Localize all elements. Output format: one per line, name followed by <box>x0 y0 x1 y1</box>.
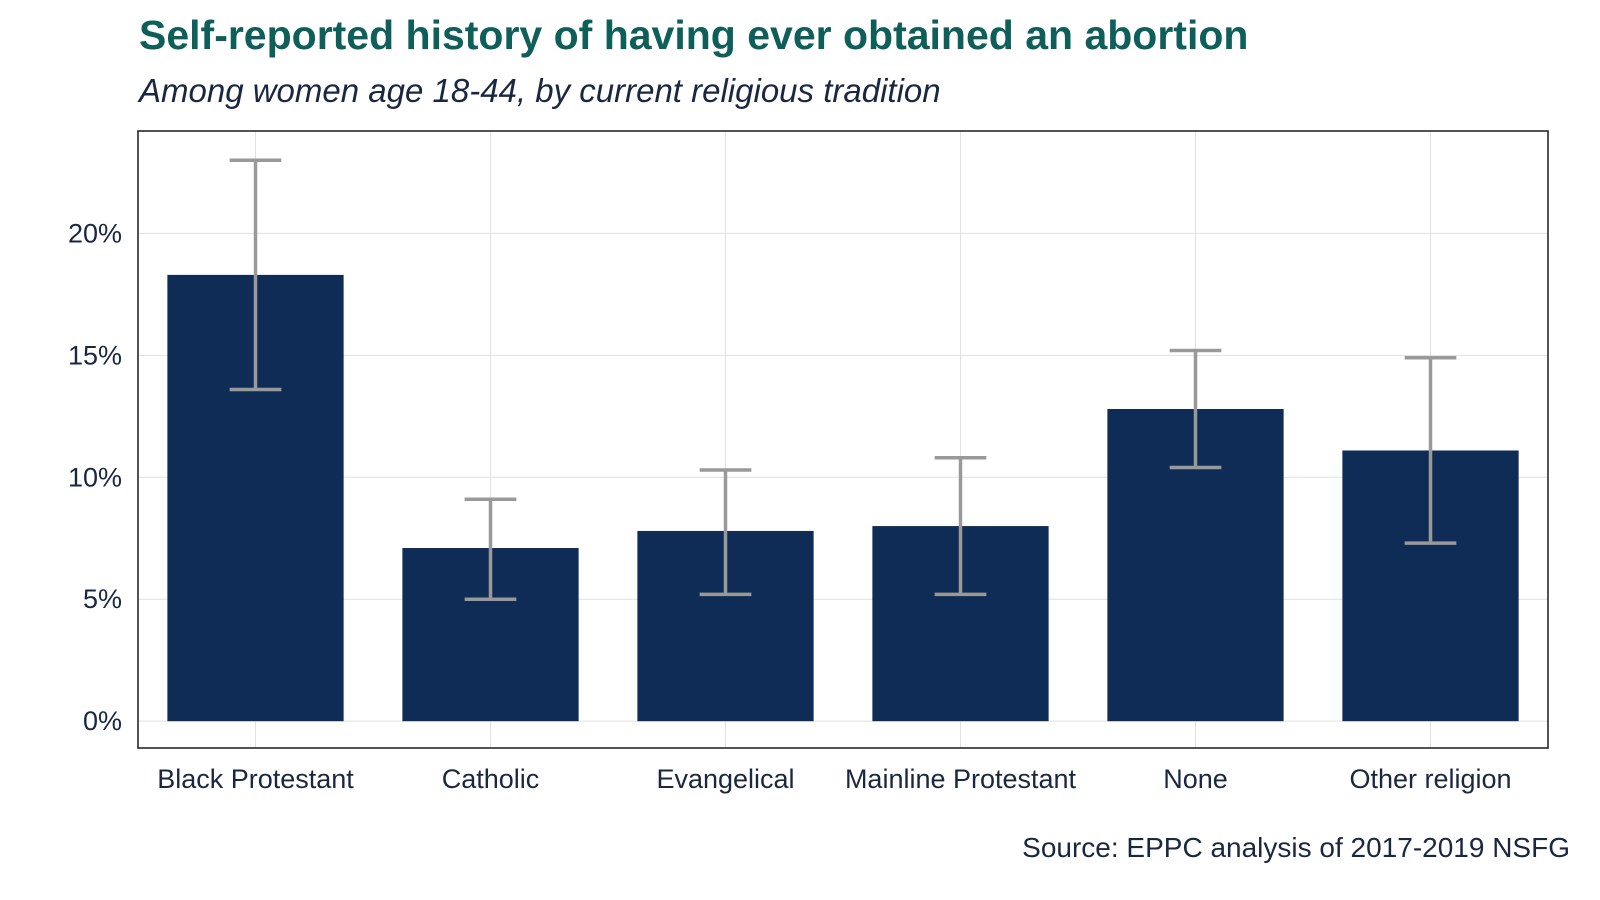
grid-lines <box>138 131 1548 748</box>
category-label: Black Protestant <box>157 764 354 794</box>
y-tick-label: 20% <box>68 218 122 248</box>
x-axis-labels: Black Protestant Catholic Evangelical Mainl… <box>157 764 1511 794</box>
category-label: Catholic <box>442 764 540 794</box>
error-bar <box>934 456 987 597</box>
y-tick-label: 0% <box>83 706 122 736</box>
plot-frame <box>137 130 1549 749</box>
y-tick-label: 15% <box>68 340 122 370</box>
y-axis-ticks: 0% 5% 10% 15% 20% <box>68 218 122 736</box>
chart-title: Self-reported history of having ever obt… <box>139 12 1249 58</box>
category-label: Evangelical <box>656 764 794 794</box>
category-label: Mainline Protestant <box>845 764 1077 794</box>
source-note: Source: EPPC analysis of 2017-2019 NSFG <box>1022 832 1570 863</box>
y-tick-label: 5% <box>83 584 122 614</box>
error-bar <box>464 497 517 601</box>
category-label: Other religion <box>1349 764 1511 794</box>
error-bar <box>229 158 282 392</box>
error-bar <box>1404 356 1457 545</box>
error-bars <box>229 158 1457 601</box>
y-tick-label: 10% <box>68 462 122 492</box>
bars <box>167 274 1519 722</box>
category-label: None <box>1163 764 1228 794</box>
chart-subtitle: Among women age 18-44, by current religi… <box>139 72 941 109</box>
error-bar <box>1169 348 1222 470</box>
error-bar <box>699 468 752 597</box>
